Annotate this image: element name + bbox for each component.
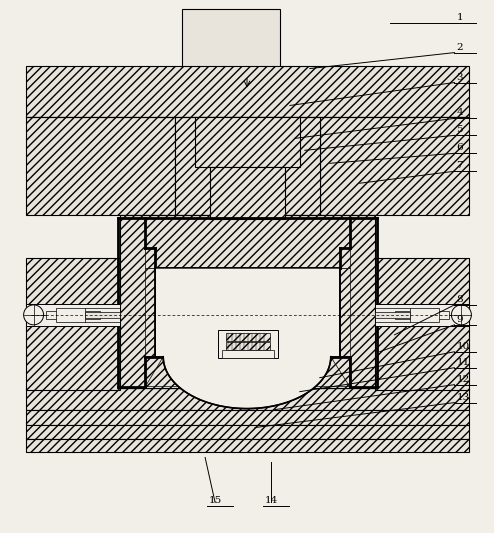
Text: 7: 7 (456, 161, 463, 170)
Text: 1: 1 (456, 13, 463, 22)
Bar (45, 311, 100, 319)
Bar (226, 333, 270, 341)
Bar (26, 439, 469, 453)
Polygon shape (175, 117, 320, 215)
Polygon shape (155, 268, 340, 409)
Polygon shape (145, 357, 350, 409)
Text: 12: 12 (456, 375, 470, 384)
Polygon shape (145, 248, 155, 268)
Bar (26, 66, 469, 117)
Bar (55, 308, 85, 322)
Bar (226, 342, 270, 350)
Polygon shape (340, 248, 350, 268)
Polygon shape (145, 357, 331, 386)
Text: 2: 2 (456, 43, 463, 52)
Bar (155, 268, 340, 357)
Circle shape (24, 305, 43, 325)
Bar (121, 358, 374, 387)
Bar (85, 312, 121, 318)
Text: 4: 4 (456, 108, 463, 117)
Bar (222, 350, 274, 358)
Text: 11: 11 (456, 358, 470, 367)
Bar (182, 9, 280, 67)
Bar (195, 117, 300, 167)
Bar (26, 387, 469, 409)
Text: 6: 6 (456, 143, 463, 152)
Polygon shape (320, 117, 469, 215)
Bar (374, 304, 469, 326)
Bar (218, 330, 278, 358)
Polygon shape (340, 268, 350, 357)
Bar (26, 425, 469, 439)
Bar (121, 215, 374, 387)
Polygon shape (26, 117, 175, 215)
Bar (410, 308, 440, 322)
Polygon shape (145, 268, 155, 357)
Circle shape (452, 305, 471, 325)
Polygon shape (163, 357, 350, 386)
Text: 5: 5 (456, 125, 463, 134)
Bar (26, 304, 121, 326)
Text: 13: 13 (456, 393, 470, 402)
Polygon shape (374, 258, 469, 390)
Bar (395, 311, 450, 319)
Text: 14: 14 (265, 496, 278, 505)
Text: 15: 15 (209, 496, 222, 505)
Bar (374, 312, 410, 318)
Polygon shape (26, 258, 121, 390)
Text: 9: 9 (456, 315, 463, 324)
Text: 8: 8 (456, 295, 463, 304)
Text: 3: 3 (456, 72, 463, 82)
Bar (210, 167, 285, 219)
Bar (26, 409, 469, 425)
Text: 10: 10 (456, 342, 470, 351)
